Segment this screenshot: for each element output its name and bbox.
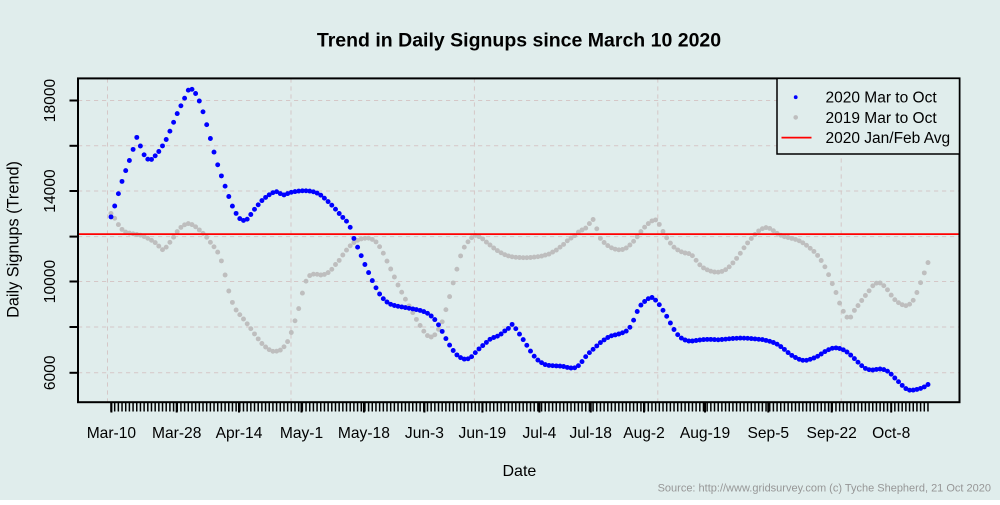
svg-text:2020 Jan/Feb Avg: 2020 Jan/Feb Avg: [826, 130, 951, 147]
svg-text:6000: 6000: [42, 355, 59, 390]
svg-text:Oct-8: Oct-8: [872, 425, 910, 442]
svg-text:Sep-22: Sep-22: [807, 425, 857, 442]
svg-text:Trend in Daily Signups since M: Trend in Daily Signups since March 10 20…: [317, 30, 721, 52]
svg-text:Aug-2: Aug-2: [623, 425, 665, 442]
svg-text:Apr-14: Apr-14: [216, 425, 263, 442]
svg-text:18000: 18000: [42, 78, 59, 122]
svg-text:14000: 14000: [42, 169, 59, 213]
svg-text:Jun-19: Jun-19: [459, 425, 507, 442]
svg-text:Date: Date: [503, 463, 537, 480]
svg-text:Sep-5: Sep-5: [747, 425, 789, 442]
svg-text:Jun-3: Jun-3: [405, 425, 444, 442]
svg-text:Aug-19: Aug-19: [680, 425, 730, 442]
svg-text:Source: http://www.gridsurvey.: Source: http://www.gridsurvey.com (c) Ty…: [658, 483, 991, 495]
svg-text:Daily Signups (Trend): Daily Signups (Trend): [5, 161, 23, 318]
svg-text:Mar-10: Mar-10: [87, 425, 137, 442]
svg-text:Jul-4: Jul-4: [522, 425, 556, 442]
svg-text:May-18: May-18: [338, 425, 390, 442]
svg-text:May-1: May-1: [280, 425, 323, 442]
svg-text:Jul-18: Jul-18: [569, 425, 611, 442]
svg-text:Mar-28: Mar-28: [152, 425, 201, 442]
svg-text:2019 Mar to Oct: 2019 Mar to Oct: [826, 110, 938, 127]
svg-text:10000: 10000: [42, 259, 59, 303]
svg-text:2020 Mar to Oct: 2020 Mar to Oct: [826, 90, 938, 107]
